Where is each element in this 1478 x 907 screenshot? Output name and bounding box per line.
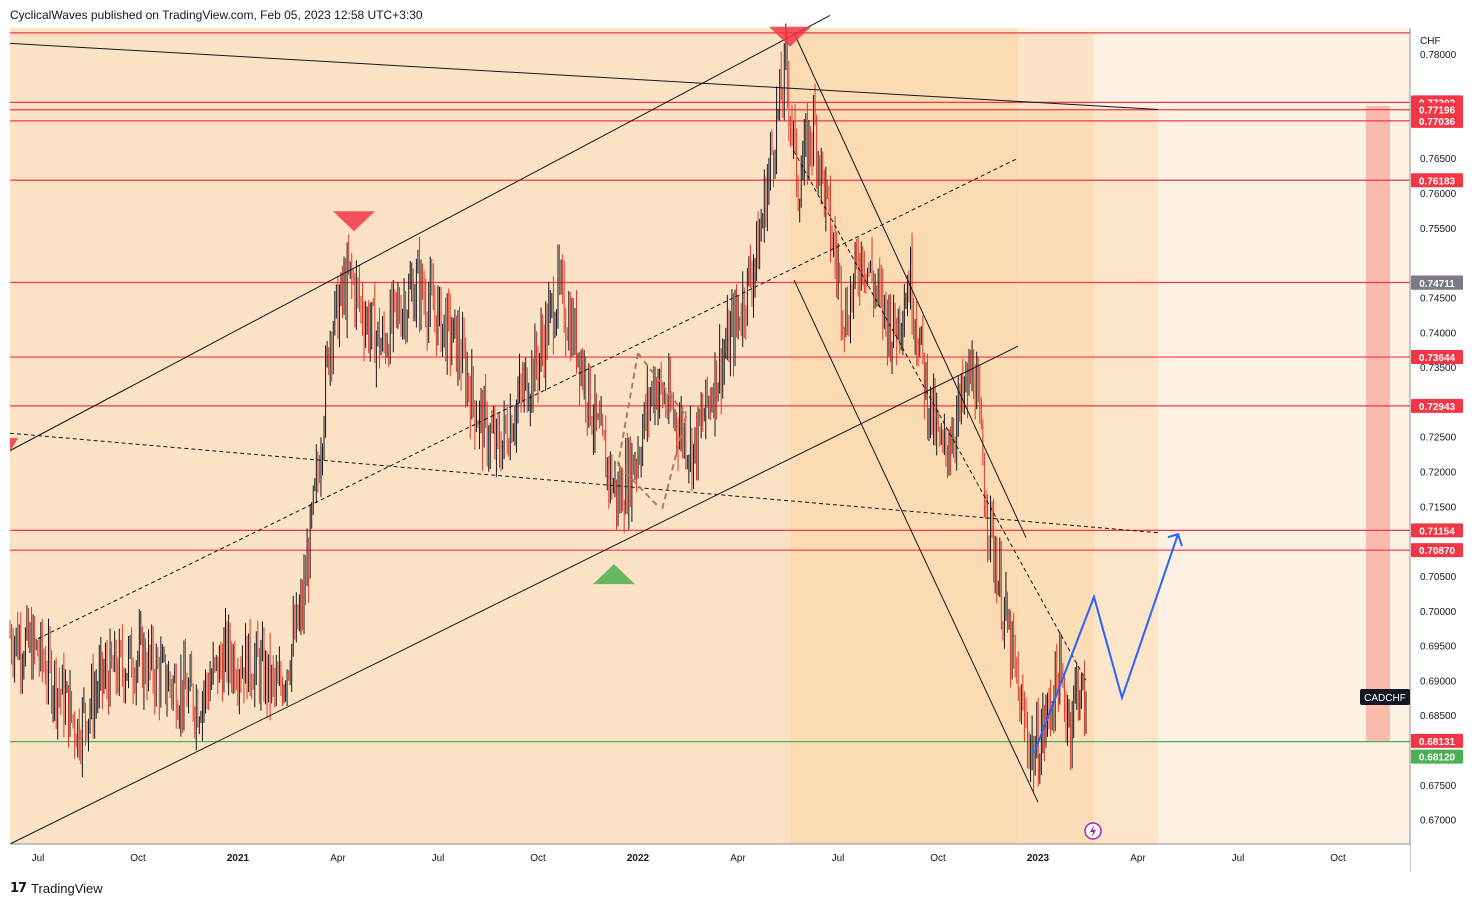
x-tick-label: Apr [330, 853, 346, 864]
y-tick-label: 0.67500 [1420, 781, 1457, 792]
dashed-midline [9, 432, 1159, 534]
y-tick-label: 0.78000 [1420, 50, 1457, 61]
y-tick-label: 0.74000 [1420, 328, 1457, 339]
y-tick-label: 0.72000 [1420, 468, 1457, 479]
price-level-label: 0.71154 [1419, 526, 1455, 537]
y-tick-label: 0.71500 [1420, 502, 1457, 513]
down-channel-lower [793, 279, 1039, 803]
x-tick-label: Apr [1130, 853, 1146, 864]
ticker-tag-label: CADCHF [1364, 693, 1406, 704]
last-price-label-box [1411, 733, 1463, 748]
top-marker [10, 438, 18, 452]
ticker-tag: CADCHF [1360, 689, 1410, 705]
tradingview-logo-text: TradingView [31, 881, 103, 896]
price-level-label-box [1411, 173, 1463, 188]
y-tick-label: 0.68500 [1420, 711, 1457, 722]
y-tick-label: 0.70500 [1420, 572, 1457, 583]
footer-bar: 17 TradingView [0, 872, 1478, 907]
y-tick-label: 0.72500 [1420, 433, 1457, 444]
price-level-label: 0.73644 [1419, 353, 1456, 364]
price-level-label: 0.77196 [1419, 106, 1456, 117]
price-level-label-box [1411, 113, 1463, 128]
time-axis-background [10, 845, 1410, 872]
projection-path [1033, 533, 1179, 754]
price-level-label: 0.76183 [1419, 176, 1456, 187]
x-tick-label: Jul [832, 853, 845, 864]
y-tick-label: 0.76000 [1420, 189, 1457, 200]
last-price-label: 0.68131 [1419, 737, 1456, 748]
y-tick-label: 0.69000 [1420, 676, 1457, 687]
lightning-icon-bolt [1090, 825, 1096, 837]
currency-label: CHF [1420, 36, 1441, 47]
x-tick-label: 2022 [627, 853, 650, 864]
support-price-label-box [1411, 749, 1463, 764]
bottom-marker [593, 564, 635, 585]
prev-close-label-box [1411, 275, 1463, 290]
lightning-icon[interactable] [1084, 822, 1102, 840]
flag-pattern-line [637, 352, 687, 417]
price-level-label: 0.77036 [1419, 117, 1456, 128]
channel-upper-line [9, 15, 831, 452]
price-level-label: 0.70870 [1419, 546, 1456, 557]
tradingview-logo-icon: 17 [10, 881, 27, 896]
down-channel-upper [793, 32, 1027, 538]
x-tick-label: 2023 [1027, 853, 1050, 864]
flag-pattern-line [617, 352, 639, 465]
top-marker [333, 211, 375, 232]
risk-zone [1366, 105, 1390, 741]
x-tick-label: Jul [1232, 853, 1245, 864]
channel-lower-line [9, 345, 1019, 845]
x-tick-label: Oct [930, 853, 946, 864]
y-tick-label: 0.67000 [1420, 816, 1457, 827]
x-tick-label: Oct [130, 853, 146, 864]
price-level-label-box [1411, 398, 1463, 413]
y-tick-label: 0.74500 [1420, 293, 1457, 304]
y-tick-label: 0.75500 [1420, 224, 1457, 235]
price-axis-background [1411, 28, 1478, 872]
publish-header: CyclicalWaves published on TradingView.c… [0, 0, 1478, 28]
price-level-label-box [1411, 543, 1463, 558]
y-tick-label: 0.73500 [1420, 363, 1457, 374]
publish-info: CyclicalWaves published on TradingView.c… [10, 8, 423, 22]
support-price-label: 0.68120 [1419, 753, 1456, 764]
projection-arrowhead [1167, 532, 1183, 547]
top-marker [769, 26, 811, 47]
x-tick-label: Jul [432, 853, 445, 864]
y-tick-label: 0.70000 [1420, 607, 1457, 618]
x-tick-label: Jul [32, 853, 45, 864]
x-tick-label: Oct [1330, 853, 1346, 864]
y-tick-label: 0.76500 [1420, 154, 1457, 165]
prev-close-label: 0.74711 [1419, 279, 1455, 290]
price-level-label-box [1411, 350, 1463, 365]
tradingview-logo[interactable]: 17 TradingView [10, 881, 103, 896]
resistance-trendline [9, 42, 1159, 110]
y-tick-label: 0.69500 [1420, 642, 1457, 653]
x-tick-label: Oct [530, 853, 546, 864]
price-level-label-box [1411, 102, 1463, 117]
price-level-label-box [1411, 523, 1463, 538]
ticker-tag-box [1360, 689, 1410, 705]
flag-pattern-line [661, 415, 687, 511]
x-tick-label: 2021 [227, 853, 250, 864]
range-zone [790, 32, 1094, 844]
down-channel-mid [793, 150, 1087, 681]
price-level-label: 0.72943 [1419, 402, 1456, 413]
x-tick-label: Apr [730, 853, 746, 864]
